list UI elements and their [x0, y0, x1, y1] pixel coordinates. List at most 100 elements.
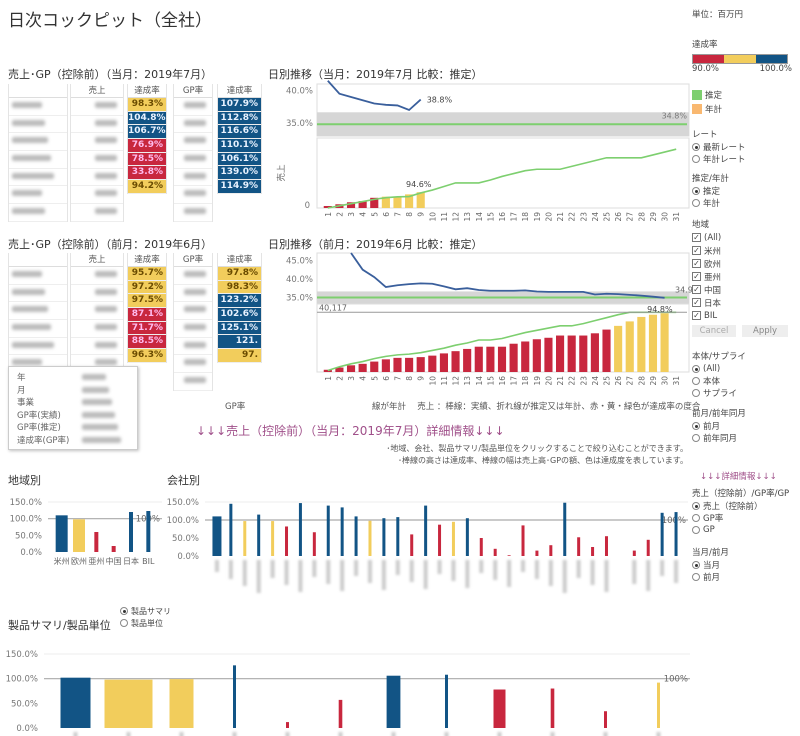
tooltip-key: GP率(推定) — [17, 423, 61, 434]
table-cell[interactable]: 121. — [218, 335, 261, 350]
blurred-label — [590, 560, 595, 585]
product-option-unit[interactable]: 製品単位 — [120, 617, 171, 629]
blurred-value — [184, 288, 206, 295]
table-cell[interactable]: 33.8% — [128, 166, 166, 181]
bar — [60, 677, 91, 728]
rate-legend: 達成率 90.0% 100.0% — [692, 38, 792, 74]
table-cell[interactable]: 97.5% — [128, 294, 166, 309]
product-chart[interactable]: 150.0% 100.0% 50.0% 0.0% 100% — [4, 642, 694, 736]
table-cell[interactable]: 104.8% — [128, 111, 166, 126]
table-cell[interactable]: 102.6% — [218, 308, 261, 322]
cancel-button[interactable]: Cancel — [692, 325, 736, 337]
table-cell — [9, 324, 67, 338]
bar — [535, 550, 539, 556]
table-cell — [174, 377, 212, 391]
company-chart[interactable]: 150.0% 100.0% 50.0% 0.0% 100% — [160, 488, 690, 598]
day-tick: 20 — [544, 376, 553, 386]
table-cell[interactable]: 106.7% — [128, 125, 166, 140]
filter-option[interactable]: GP — [692, 524, 789, 536]
table-cell[interactable]: 125.1% — [218, 321, 261, 336]
filter-option[interactable]: GP率 — [692, 512, 789, 524]
filter-option[interactable]: 年計 — [692, 197, 729, 209]
table-cell[interactable]: 123.2% — [218, 294, 261, 309]
sales-bar — [590, 333, 599, 372]
bar — [396, 517, 400, 556]
apply-button[interactable]: Apply — [742, 325, 788, 337]
day-tick: 10 — [428, 212, 437, 222]
table-cell[interactable]: 110.1% — [218, 139, 261, 153]
filter-estimate: 推定/年計 推定 年計 — [692, 170, 729, 209]
sales-bar — [509, 343, 518, 372]
table-cell[interactable]: 71.7% — [128, 321, 166, 336]
table-current-title: 売上･GP（控除前）（当月：2019年7月） — [8, 68, 213, 81]
checkbox-checked-icon: ✓ — [692, 232, 701, 242]
day-tick: 5 — [370, 212, 379, 217]
tooltip-key: 月 — [17, 385, 26, 396]
region-option[interactable]: ✓ 亜州 — [692, 270, 788, 283]
table-cell[interactable]: 94.2% — [128, 180, 166, 194]
table-cell[interactable]: 116.6% — [218, 125, 261, 140]
filter-option[interactable]: 前月 — [692, 571, 729, 583]
checkbox-checked-icon: ✓ — [692, 245, 701, 255]
table-column-name — [8, 84, 68, 222]
sales-bar — [335, 367, 344, 372]
region-option[interactable]: ✓ (All) — [692, 231, 788, 244]
day-tick: 5 — [370, 376, 379, 381]
target-label: 34.8% — [662, 111, 688, 120]
sales-bar — [544, 337, 553, 372]
region-option[interactable]: ✓ BIL — [692, 309, 788, 322]
table-cell[interactable]: 139.0% — [218, 166, 261, 181]
table-cell[interactable]: 87.1% — [128, 308, 166, 322]
region-option[interactable]: ✓ 日本 — [692, 296, 788, 309]
daily-prev-chart[interactable]: 45.0%40.0%35.0%34.9%40,11794.8%123456789… — [262, 248, 692, 394]
region-option[interactable]: ✓ 米州 — [692, 244, 788, 257]
rate-min: 90.0% — [692, 64, 720, 74]
filter-option[interactable]: 年計レート — [692, 153, 746, 165]
filter-label: 地域 — [692, 220, 710, 230]
day-tick: 23 — [579, 376, 588, 386]
table-cell[interactable]: 88.5% — [128, 335, 166, 350]
filter-option[interactable]: 売上（控除前） — [692, 500, 789, 512]
table-cell[interactable]: 114.9% — [218, 180, 261, 194]
filter-option[interactable]: 前月 — [692, 420, 746, 432]
table-cell[interactable]: 96.3% — [128, 349, 166, 363]
day-tick: 12 — [452, 376, 461, 386]
filter-option[interactable]: 前年同月 — [692, 432, 746, 444]
blurred-value — [95, 288, 117, 295]
table-cell[interactable]: 98.3% — [128, 98, 166, 112]
region-option[interactable]: ✓ 中国 — [692, 283, 788, 296]
filter-option[interactable]: (All) — [692, 363, 746, 375]
day-tick: 7 — [393, 212, 402, 217]
table-cell[interactable]: 97.2% — [128, 280, 166, 295]
filter-option[interactable]: サプライ — [692, 387, 746, 399]
filter-option[interactable]: 本体 — [692, 375, 746, 387]
table-cell — [9, 172, 67, 187]
bar — [451, 521, 455, 556]
filter-option[interactable]: 推定 — [692, 185, 729, 197]
bar — [243, 521, 247, 556]
filter-option[interactable]: 最新レート — [692, 141, 746, 153]
table-cell[interactable]: 112.8% — [218, 111, 261, 126]
product-option-summary[interactable]: 製品サマリ — [120, 605, 171, 617]
filter-option[interactable]: 当月 — [692, 559, 729, 571]
table-cell[interactable]: 107.9% — [218, 98, 261, 112]
radio-icon — [692, 365, 700, 373]
table-cell[interactable]: 98.3% — [218, 280, 261, 295]
table-cell[interactable]: 97.8% — [218, 267, 261, 281]
table-cell — [174, 271, 212, 285]
table-cell[interactable]: 76.9% — [128, 139, 166, 153]
blurred-label — [256, 560, 261, 593]
blurred-value — [12, 102, 42, 108]
blurred-value — [184, 208, 206, 215]
bar — [104, 679, 153, 728]
table-cell[interactable]: 95.7% — [128, 267, 166, 281]
region-option[interactable]: ✓ 欧州 — [692, 257, 788, 270]
table-cell[interactable]: 78.5% — [128, 152, 166, 167]
day-tick: 11 — [440, 212, 449, 222]
option-label: BIL — [704, 310, 718, 321]
table-cell — [174, 190, 212, 205]
table-cell[interactable]: 97. — [218, 349, 261, 363]
table-cell[interactable]: 106.1% — [218, 152, 261, 167]
